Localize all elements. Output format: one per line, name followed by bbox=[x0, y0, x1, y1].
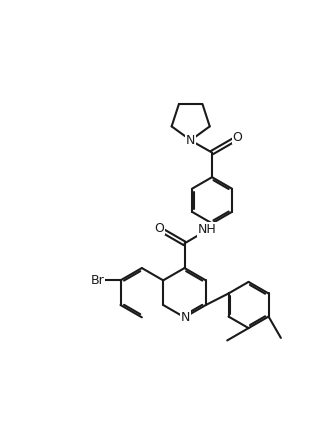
Text: N: N bbox=[186, 134, 195, 147]
Text: N: N bbox=[181, 311, 190, 324]
Text: Br: Br bbox=[90, 274, 104, 287]
Text: NH: NH bbox=[198, 223, 217, 236]
Text: N: N bbox=[186, 134, 195, 147]
Text: O: O bbox=[154, 222, 164, 235]
Text: O: O bbox=[232, 131, 242, 144]
